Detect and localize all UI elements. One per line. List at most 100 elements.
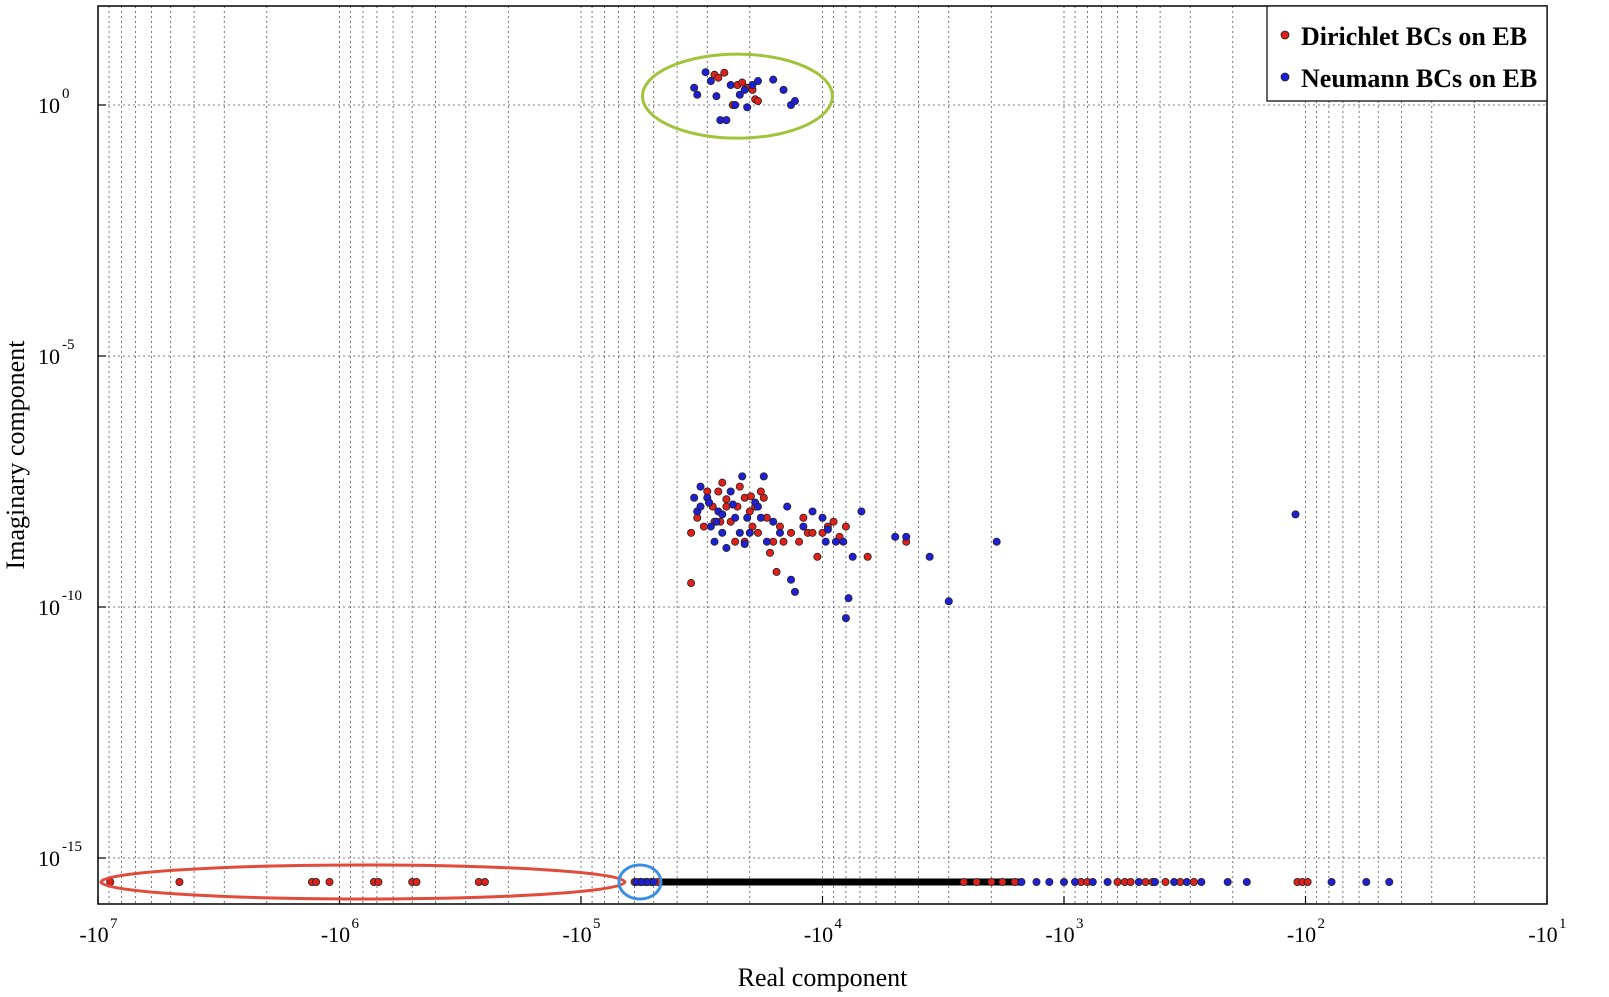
dirichlet-point xyxy=(714,487,723,496)
neumann-point xyxy=(762,537,771,546)
dirichlet-point xyxy=(738,78,747,87)
y-tick-exponent: -10 xyxy=(62,588,82,604)
neumann-point xyxy=(844,594,853,603)
neumann-point xyxy=(779,85,788,94)
neumann-point xyxy=(738,472,747,481)
neumann-point xyxy=(690,493,699,502)
neumann-point xyxy=(726,487,735,496)
dirichlet-point xyxy=(714,73,723,82)
neumann-point xyxy=(756,513,765,522)
neumann-point xyxy=(718,510,727,519)
neumann-point xyxy=(799,522,808,531)
y-tick-label: 10 xyxy=(38,93,60,118)
y-tick-exponent: -5 xyxy=(62,337,75,353)
neumann-point xyxy=(690,83,699,92)
x-tick-label: -10 xyxy=(804,922,833,947)
dirichlet-point xyxy=(772,567,781,576)
neumann-point xyxy=(710,537,719,546)
neumann-point xyxy=(1291,510,1300,519)
neumann-point xyxy=(718,528,727,537)
highlight-ellipse xyxy=(617,863,663,901)
neumann-point xyxy=(712,92,721,101)
neumann-point xyxy=(743,513,752,522)
neumann-point xyxy=(731,101,740,110)
legend-label: Neumann BCs on EB xyxy=(1301,64,1537,93)
neumann-point xyxy=(1170,878,1179,887)
neumann-point xyxy=(891,532,900,541)
neumann-point xyxy=(693,90,702,99)
dirichlet-point xyxy=(325,878,334,887)
neumann-point xyxy=(1223,878,1232,887)
dirichlet-point xyxy=(779,537,788,546)
neumann-point xyxy=(857,507,866,516)
neumann-point xyxy=(1060,878,1069,887)
legend-marker xyxy=(1280,72,1290,82)
neumann-point xyxy=(740,539,749,548)
dirichlet-point xyxy=(1303,878,1312,887)
x-tick-exponent: 7 xyxy=(110,916,118,932)
y-tick-label: 10 xyxy=(38,846,60,871)
highlight-ellipse xyxy=(99,863,627,901)
x-tick-label: -10 xyxy=(562,922,591,947)
neumann-point xyxy=(1071,878,1080,887)
neumann-point xyxy=(728,500,737,509)
neumann-point xyxy=(808,507,817,516)
dirichlet-point xyxy=(480,878,489,887)
neumann-point xyxy=(790,587,799,596)
dirichlet-point xyxy=(718,478,727,487)
neumann-point xyxy=(1032,878,1041,887)
neumann-point xyxy=(1242,878,1251,887)
neumann-point xyxy=(743,103,752,112)
dirichlet-point xyxy=(412,878,421,887)
neumann-point xyxy=(753,77,762,86)
dirichlet-point xyxy=(1161,878,1170,887)
dirichlet-point xyxy=(374,878,383,887)
neumann-point xyxy=(745,528,754,537)
neumann-point xyxy=(769,517,778,526)
neumann-point xyxy=(1103,878,1112,887)
dirichlet-point xyxy=(1189,878,1198,887)
grid xyxy=(98,6,1548,904)
neumann-point xyxy=(1327,878,1336,887)
dirichlet-point xyxy=(987,878,996,887)
x-tick-label: -10 xyxy=(79,922,108,947)
y-tick-exponent: 0 xyxy=(62,86,70,102)
dirichlet-point xyxy=(1010,878,1019,887)
neumann-point xyxy=(649,878,658,887)
dirichlet-point xyxy=(699,522,708,531)
x-tick-label: -10 xyxy=(1528,922,1557,947)
y-axis-label: Imaginary component xyxy=(1,340,30,570)
x-tick-exponent: 1 xyxy=(1559,916,1567,932)
neumann-point xyxy=(1362,878,1371,887)
neumann-point xyxy=(722,116,731,125)
x-tick-exponent: 2 xyxy=(1318,916,1326,932)
legend-label: Dirichlet BCs on EB xyxy=(1301,22,1527,51)
dirichlet-point xyxy=(841,522,850,531)
neumann-point xyxy=(775,528,784,537)
neumann-point xyxy=(1182,878,1191,887)
neumann-point xyxy=(740,85,749,94)
neumann-point xyxy=(705,498,714,507)
x-tick-exponent: 6 xyxy=(352,916,360,932)
data-points xyxy=(106,68,1394,887)
dirichlet-point xyxy=(795,537,804,546)
neumann-point xyxy=(1150,878,1159,887)
dirichlet-point xyxy=(753,528,762,537)
dirichlet-point xyxy=(787,528,796,537)
neumann-point xyxy=(944,597,953,606)
axis-ticks: -10 7 -10 6 -10 5 -10 4 -10 3 -10 2 -10 110 010 -510 -10… xyxy=(38,86,1567,947)
neumann-point xyxy=(735,90,744,99)
dirichlet-point xyxy=(765,548,774,557)
neumann-point xyxy=(722,543,731,552)
legend: Dirichlet BCs on EB Neumann BCs on EB xyxy=(1266,5,1548,102)
dirichlet-point xyxy=(687,528,696,537)
dirichlet-point xyxy=(959,878,968,887)
x-tick-exponent: 3 xyxy=(1076,916,1084,932)
neumann-point xyxy=(839,537,848,546)
x-tick-label: -10 xyxy=(1287,922,1316,947)
neumann-point xyxy=(783,502,792,511)
neumann-point xyxy=(696,482,705,491)
x-tick-exponent: 5 xyxy=(593,916,601,932)
neumann-point xyxy=(818,513,827,522)
dirichlet-point xyxy=(998,878,1007,887)
